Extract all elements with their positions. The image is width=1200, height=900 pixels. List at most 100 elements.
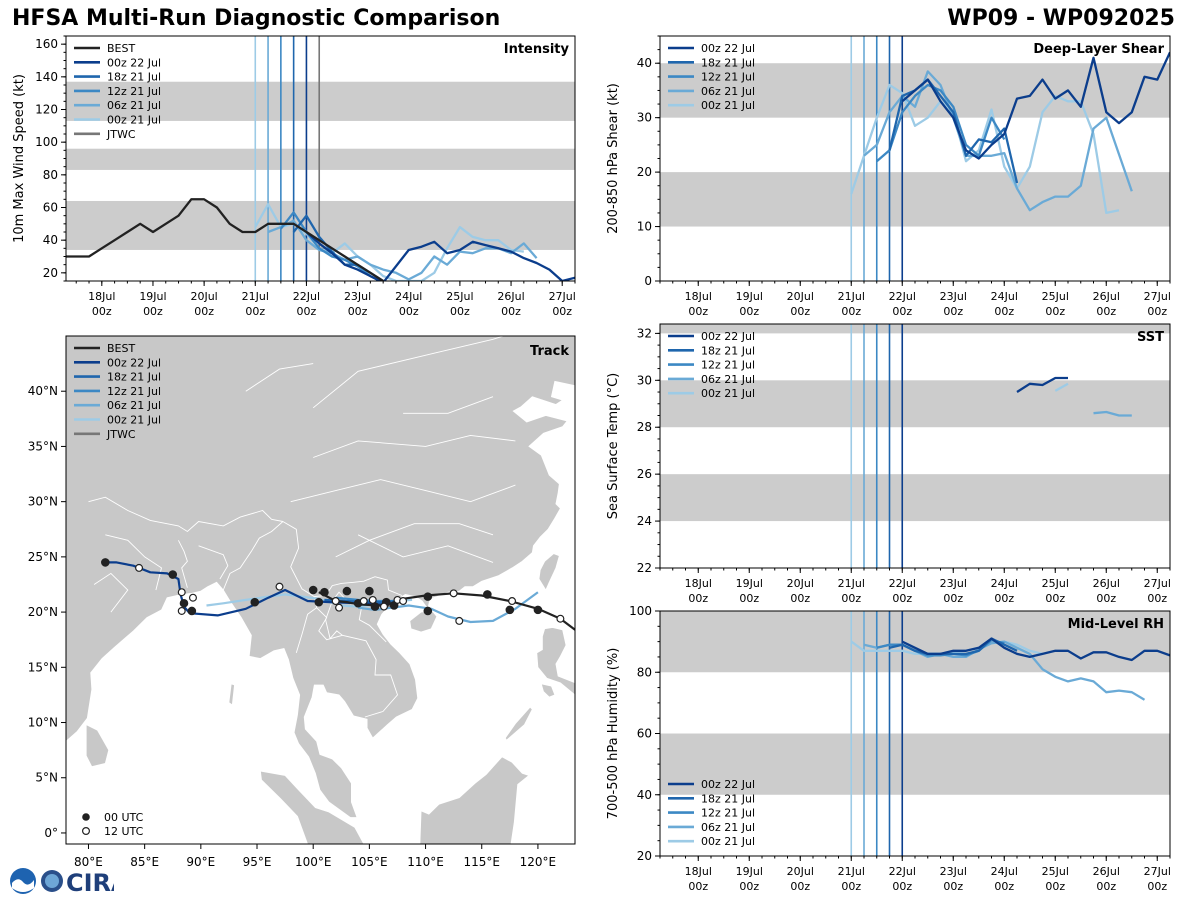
sst-title: SST <box>1137 330 1164 345</box>
legend-box <box>69 339 167 443</box>
rh-panel: 20 40 60 80 100 18Jul 00z 19Jul 00z 20Jul 00z 21Jul… <box>606 604 1171 893</box>
legend-label: JTWC <box>106 128 136 141</box>
track-marker-00utc <box>533 605 543 615</box>
rh-plot-area <box>660 611 1170 856</box>
taiwan <box>538 553 560 591</box>
y-tick-label: 30 <box>637 111 652 125</box>
x-tick-label-date: 23Jul <box>940 577 967 590</box>
x-tick-label-hour: 00z <box>1147 592 1167 605</box>
y-tick-label: 60 <box>43 201 58 215</box>
legend-label: BEST <box>107 42 135 55</box>
x-tick-label-date: 20Jul <box>787 290 814 303</box>
track-marker-00utc <box>308 585 318 595</box>
sri-lanka <box>85 724 110 768</box>
legend-label: 00z 22 Jul <box>107 56 161 69</box>
y-tick-label: 20 <box>43 266 58 280</box>
legend-label: 00z 21 Jul <box>701 387 755 400</box>
y-tick-label: 10°N <box>28 716 58 730</box>
series-line-run_12z21 <box>279 211 383 281</box>
x-tick-label-date: 18Jul <box>685 577 712 590</box>
x-tick-label-date: 26Jul <box>497 290 524 303</box>
x-tick-label-date: 21Jul <box>242 290 269 303</box>
track-line-jtwc <box>382 604 393 609</box>
series-line-run_18z21 <box>292 214 384 281</box>
legend-label: 00z 21 Jul <box>701 835 755 848</box>
x-tick-label-hour: 00z <box>841 880 861 893</box>
series-line-run_12z21 <box>876 638 1005 657</box>
legend-label: 06z 21 Jul <box>701 373 755 386</box>
x-tick-label-hour: 00z <box>297 305 317 318</box>
x-tick-label-date: 23Jul <box>940 865 967 878</box>
track-marker-00utc <box>101 558 110 567</box>
y-tick-label: 0 <box>644 274 652 288</box>
y-tick-label: 40 <box>43 233 58 247</box>
legend-label: 06z 21 Jul <box>107 399 161 412</box>
legend-label: 12 UTC <box>104 825 144 838</box>
political-boundary <box>313 596 399 718</box>
x-tick-label-date: 25Jul <box>1042 577 1069 590</box>
x-tick-label-hour: 00z <box>688 592 708 605</box>
legend-label: 12z 21 Jul <box>701 359 755 372</box>
political-boundary <box>290 479 516 503</box>
x-tick-label: 100°E <box>295 855 332 869</box>
track-marker-00utc <box>505 605 515 615</box>
political-boundary <box>198 545 229 580</box>
series-line-run_06z21 <box>267 219 538 281</box>
track-marker-00utc <box>250 597 260 607</box>
x-tick-label-hour: 00z <box>841 305 861 318</box>
storm-id: WP09 - WP092025 <box>947 6 1175 31</box>
series-line-run_06z21 <box>1093 410 1132 417</box>
x-tick-label-hour: 00z <box>399 305 419 318</box>
track-marker-00utc <box>320 587 329 597</box>
x-tick-label-hour: 00z <box>348 305 368 318</box>
x-tick-label-hour: 00z <box>790 592 810 605</box>
mainland <box>66 336 575 818</box>
legend-label: 06z 21 Jul <box>701 85 755 98</box>
x-tick-label-hour: 00z <box>892 880 912 893</box>
y-tick-label: 60 <box>637 727 652 741</box>
x-tick-label-date: 18Jul <box>88 290 115 303</box>
korea <box>574 387 575 453</box>
x-tick-label-date: 20Jul <box>190 290 217 303</box>
political-boundary <box>105 534 163 591</box>
legend-label: 18z 21 Jul <box>701 344 755 357</box>
legend-label: 18z 21 Jul <box>701 56 755 69</box>
series-line-run_00z22 <box>305 231 575 281</box>
noaa-emblem-icon: CIRA <box>10 868 130 897</box>
y-tick-label: 10 <box>637 220 652 234</box>
x-tick-label-date: 25Jul <box>1042 865 1069 878</box>
threshold-band <box>660 474 1170 522</box>
track-marker-12utc <box>177 606 186 615</box>
legend-label: 18z 21 Jul <box>107 371 161 384</box>
x-tick-label-date: 26Jul <box>1093 865 1120 878</box>
x-tick-label-hour: 00z <box>892 592 912 605</box>
x-tick-label-hour: 00z <box>245 305 265 318</box>
x-tick-label-hour: 00z <box>1096 592 1116 605</box>
political-boundary <box>335 523 494 558</box>
series-line-run_18z21 <box>889 637 1018 656</box>
y-tick-label: 140 <box>35 70 58 84</box>
y-tick-label: 28 <box>637 420 652 434</box>
x-tick-label-date: 22Jul <box>889 865 916 878</box>
cira-logo-text: CIRA <box>66 869 114 896</box>
track-marker-12utc <box>508 597 517 606</box>
legend-label: 12z 21 Jul <box>701 807 755 820</box>
x-tick-label-hour: 00z <box>501 305 521 318</box>
x-tick-label: 105°E <box>351 855 388 869</box>
x-tick-label-date: 24Jul <box>991 290 1018 303</box>
track-line-best <box>318 591 575 631</box>
intensity-frame <box>65 35 576 282</box>
x-tick-label-hour: 00z <box>92 305 112 318</box>
x-tick-label-date: 27Jul <box>1144 577 1171 590</box>
series-line-run_06z21 <box>863 70 1133 212</box>
x-tick-label-hour: 00z <box>943 592 963 605</box>
x-tick-label: 90°E <box>186 855 215 869</box>
x-tick-label-hour: 00z <box>994 880 1014 893</box>
shear-panel: 0 10 20 30 40 18Jul 00z 19Jul 00z 20Jul 00z 21Jul 00… <box>606 35 1171 318</box>
track-marker-00utc <box>353 598 363 608</box>
track-marker-12utc <box>379 602 388 611</box>
y-tick-label: 80 <box>637 665 652 679</box>
x-tick-label-date: 22Jul <box>889 577 916 590</box>
x-tick-label-date: 19Jul <box>736 577 763 590</box>
intensity-title: Intensity <box>504 42 570 57</box>
